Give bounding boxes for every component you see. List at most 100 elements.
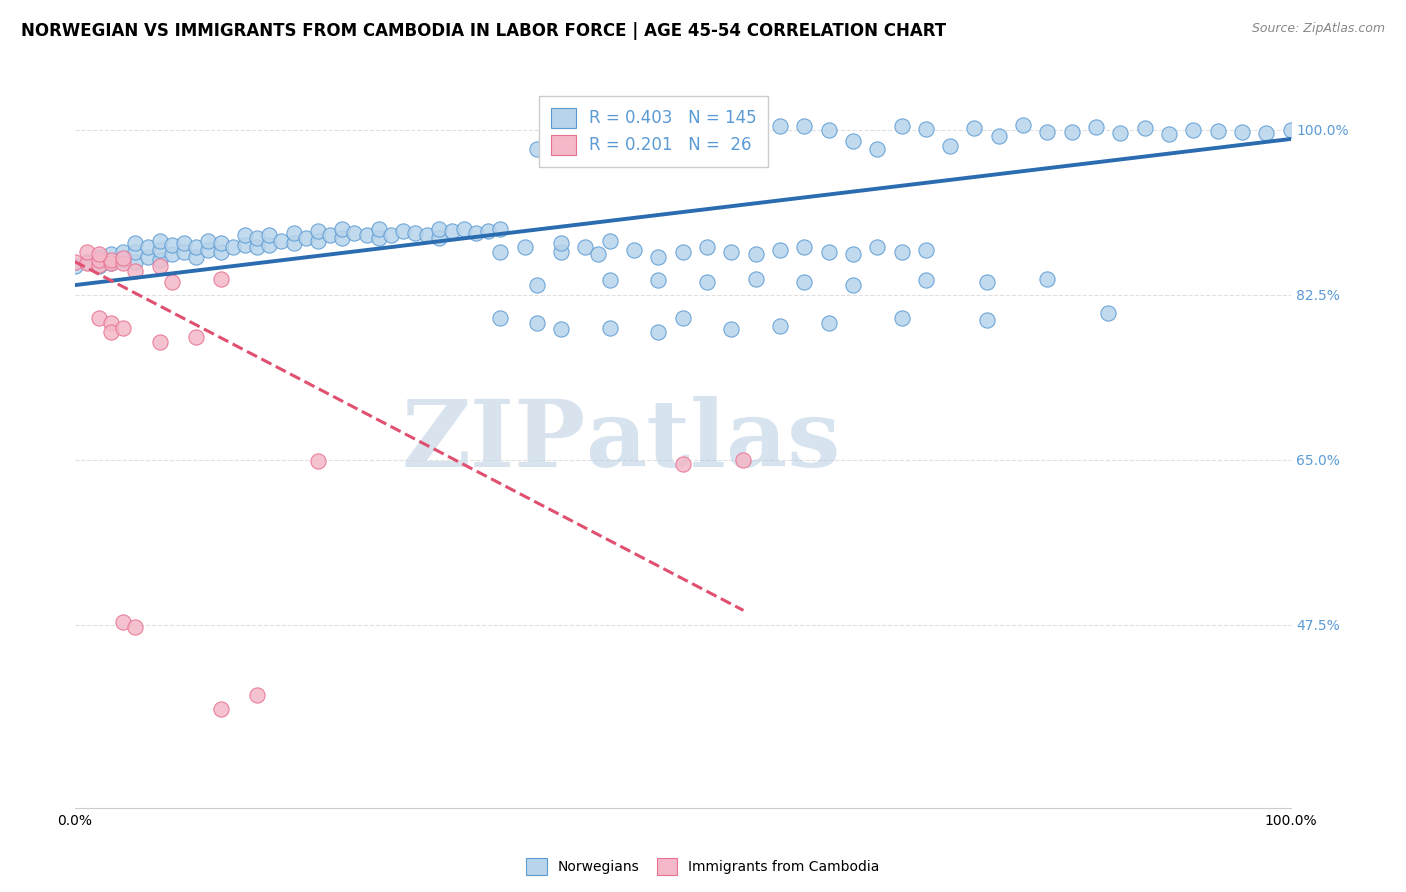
Point xyxy=(586,247,609,261)
Point xyxy=(112,252,135,267)
Point xyxy=(307,224,329,238)
Point xyxy=(647,273,669,287)
Point xyxy=(915,244,938,258)
Point xyxy=(76,245,98,260)
Point xyxy=(866,142,889,156)
Point xyxy=(330,221,353,235)
Point xyxy=(270,234,292,248)
Point xyxy=(793,240,815,254)
Point xyxy=(769,318,792,333)
Point xyxy=(769,119,792,133)
Point xyxy=(160,275,183,289)
Legend: Norwegians, Immigrants from Cambodia: Norwegians, Immigrants from Cambodia xyxy=(520,853,886,880)
Text: ZIP: ZIP xyxy=(401,396,585,485)
Point xyxy=(890,311,912,326)
Point xyxy=(209,235,232,250)
Point xyxy=(63,259,86,273)
Point xyxy=(976,275,998,289)
Point xyxy=(987,129,1010,144)
Point xyxy=(100,256,122,270)
Point xyxy=(149,234,172,248)
Point xyxy=(112,320,135,334)
Point xyxy=(550,322,572,336)
Point xyxy=(136,250,159,264)
Point xyxy=(1182,123,1205,137)
Point xyxy=(112,256,135,270)
Point xyxy=(87,259,110,273)
Point xyxy=(842,278,865,293)
Point xyxy=(160,237,183,252)
Point xyxy=(392,224,415,238)
Point xyxy=(890,120,912,134)
Point xyxy=(246,688,269,702)
Point xyxy=(489,311,512,326)
Point xyxy=(939,139,962,153)
Point xyxy=(696,240,718,254)
Point xyxy=(720,123,742,137)
Point xyxy=(513,240,536,254)
Point xyxy=(526,316,548,330)
Point xyxy=(465,227,488,241)
Point xyxy=(197,234,219,248)
Point xyxy=(769,244,792,258)
Point xyxy=(720,245,742,260)
Point xyxy=(100,247,122,261)
Point xyxy=(87,258,110,272)
Point xyxy=(294,231,316,245)
Point xyxy=(976,313,998,327)
Point xyxy=(1206,124,1229,138)
Point xyxy=(440,224,463,238)
Point xyxy=(149,252,172,267)
Point xyxy=(623,121,645,136)
Point xyxy=(186,240,208,254)
Point xyxy=(100,316,122,330)
Point xyxy=(429,221,451,235)
Point xyxy=(257,237,280,252)
Point xyxy=(1012,119,1035,133)
Point xyxy=(817,316,839,330)
Point xyxy=(574,112,596,127)
Point xyxy=(209,271,232,285)
Point xyxy=(100,325,122,339)
Point xyxy=(380,228,402,243)
Point xyxy=(87,250,110,264)
Point xyxy=(307,454,329,468)
Point xyxy=(915,122,938,136)
Point xyxy=(404,227,426,241)
Point xyxy=(550,245,572,260)
Point xyxy=(915,273,938,287)
Point xyxy=(842,247,865,261)
Point xyxy=(574,240,596,254)
Point xyxy=(197,244,219,258)
Point xyxy=(793,119,815,133)
Point xyxy=(87,311,110,326)
Point xyxy=(647,325,669,339)
Point xyxy=(76,254,98,268)
Point xyxy=(283,235,305,250)
Point xyxy=(356,228,378,243)
Point xyxy=(672,311,695,326)
Point xyxy=(866,240,889,254)
Point xyxy=(477,224,499,238)
Point xyxy=(63,254,86,268)
Point xyxy=(283,227,305,241)
Point xyxy=(599,273,621,287)
Legend: R = 0.403   N = 145, R = 0.201   N =  26: R = 0.403 N = 145, R = 0.201 N = 26 xyxy=(538,96,768,167)
Point xyxy=(429,231,451,245)
Point xyxy=(1036,271,1059,285)
Point xyxy=(733,452,755,467)
Point xyxy=(599,320,621,334)
Point xyxy=(367,231,389,245)
Point xyxy=(416,228,439,243)
Point xyxy=(186,330,208,344)
Point xyxy=(343,227,366,241)
Point xyxy=(647,250,669,264)
Point xyxy=(136,240,159,254)
Point xyxy=(550,235,572,250)
Point xyxy=(257,228,280,243)
Point xyxy=(112,251,135,265)
Text: Source: ZipAtlas.com: Source: ZipAtlas.com xyxy=(1251,22,1385,36)
Point xyxy=(233,228,256,243)
Point xyxy=(623,244,645,258)
Point xyxy=(149,244,172,258)
